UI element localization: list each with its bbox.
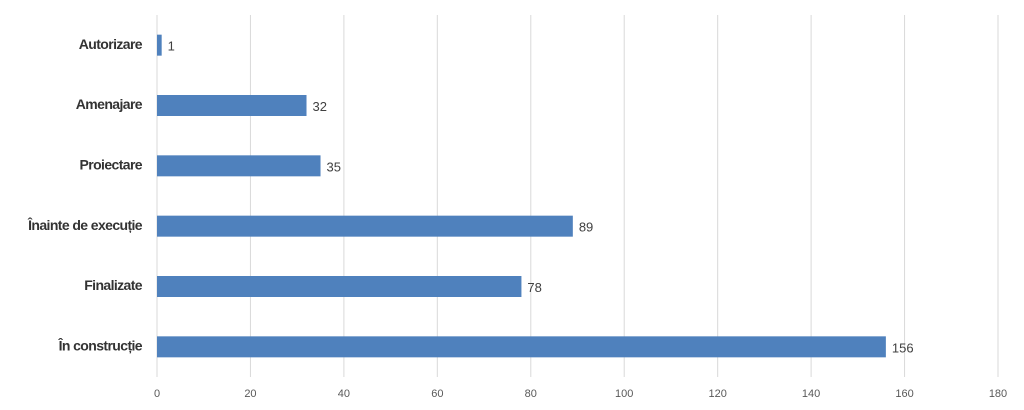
x-tick-label: 160 <box>895 388 913 400</box>
data-label: 1 <box>168 39 175 54</box>
bar <box>157 336 886 358</box>
data-label: 35 <box>327 159 341 174</box>
bar <box>157 95 307 116</box>
y-tick-label: Proiectare <box>80 157 143 173</box>
y-tick-label: Amenajare <box>76 96 143 112</box>
data-label: 89 <box>579 220 593 235</box>
y-tick-label: În construcție <box>58 337 143 354</box>
y-tick-label: Înainte de execuție <box>27 216 143 233</box>
x-tick-label: 180 <box>989 388 1007 400</box>
x-tick-label: 100 <box>615 388 633 400</box>
x-tick-label: 140 <box>802 388 820 400</box>
y-tick-label: Autorizare <box>79 36 143 52</box>
data-label: 78 <box>527 280 541 295</box>
bar <box>157 276 522 297</box>
bar <box>157 215 573 237</box>
x-tick-label: 0 <box>154 388 160 400</box>
data-label: 32 <box>313 99 327 114</box>
x-tick-label: 120 <box>708 388 726 400</box>
x-tick-label: 60 <box>431 388 443 400</box>
y-tick-label: Finalizate <box>84 277 143 293</box>
data-label: 156 <box>892 340 914 355</box>
x-tick-label: 80 <box>525 388 537 400</box>
bar <box>157 34 162 56</box>
bar <box>157 155 321 177</box>
x-tick-label: 40 <box>338 388 350 400</box>
x-tick-label: 20 <box>244 388 256 400</box>
